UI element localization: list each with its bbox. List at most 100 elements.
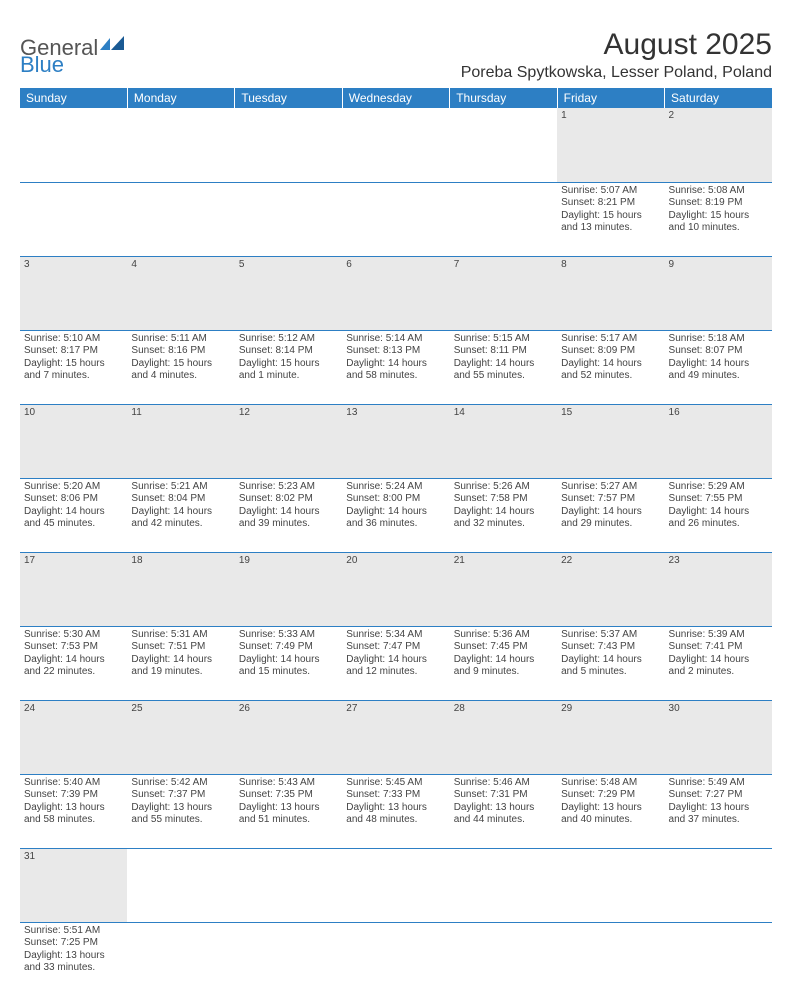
day-number: 7: [450, 256, 557, 330]
cell-line: Sunrise: 5:49 AM: [669, 777, 768, 790]
day-number: [20, 108, 127, 182]
cell-line: Daylight: 14 hours: [131, 654, 230, 667]
day-cell: [20, 182, 127, 256]
cell-line: and 52 minutes.: [561, 370, 660, 383]
day-cell: Sunrise: 5:49 AMSunset: 7:27 PMDaylight:…: [665, 774, 772, 848]
cell-line: and 44 minutes.: [454, 814, 553, 827]
cell-line: Sunrise: 5:18 AM: [669, 333, 768, 346]
cell-line: and 13 minutes.: [561, 222, 660, 235]
cell-line: Sunset: 8:06 PM: [24, 493, 123, 506]
day-cell: Sunrise: 5:21 AMSunset: 8:04 PMDaylight:…: [127, 478, 234, 552]
cell-line: Sunrise: 5:27 AM: [561, 481, 660, 494]
cell-line: Daylight: 13 hours: [454, 802, 553, 815]
cell-line: and 40 minutes.: [561, 814, 660, 827]
day-number: 24: [20, 700, 127, 774]
cell-line: and 42 minutes.: [131, 518, 230, 531]
day-cell: Sunrise: 5:31 AMSunset: 7:51 PMDaylight:…: [127, 626, 234, 700]
cell-line: and 9 minutes.: [454, 666, 553, 679]
day-number: 28: [450, 700, 557, 774]
day-header: Friday: [557, 88, 664, 108]
cell-line: Sunset: 8:00 PM: [346, 493, 445, 506]
cell-line: and 36 minutes.: [346, 518, 445, 531]
day-number: [342, 848, 449, 922]
cell-line: and 4 minutes.: [131, 370, 230, 383]
cell-line: Daylight: 14 hours: [669, 358, 768, 371]
day-number: 15: [557, 404, 664, 478]
cell-line: Sunset: 8:21 PM: [561, 197, 660, 210]
cell-line: Sunrise: 5:14 AM: [346, 333, 445, 346]
cell-line: Daylight: 15 hours: [561, 210, 660, 223]
cell-line: Daylight: 13 hours: [561, 802, 660, 815]
cell-line: Sunrise: 5:26 AM: [454, 481, 553, 494]
cell-line: Daylight: 14 hours: [454, 506, 553, 519]
cell-line: Sunset: 8:04 PM: [131, 493, 230, 506]
day-cell: Sunrise: 5:11 AMSunset: 8:16 PMDaylight:…: [127, 330, 234, 404]
day-cell: Sunrise: 5:43 AMSunset: 7:35 PMDaylight:…: [235, 774, 342, 848]
cell-line: Sunrise: 5:42 AM: [131, 777, 230, 790]
day-number: 27: [342, 700, 449, 774]
cell-line: Sunrise: 5:45 AM: [346, 777, 445, 790]
day-number: [557, 848, 664, 922]
cell-line: Sunset: 7:47 PM: [346, 641, 445, 654]
day-cell: Sunrise: 5:14 AMSunset: 8:13 PMDaylight:…: [342, 330, 449, 404]
day-number: [127, 108, 234, 182]
cell-line: Sunrise: 5:43 AM: [239, 777, 338, 790]
cell-line: Sunset: 7:35 PM: [239, 789, 338, 802]
day-cell: Sunrise: 5:12 AMSunset: 8:14 PMDaylight:…: [235, 330, 342, 404]
cell-line: Sunset: 7:29 PM: [561, 789, 660, 802]
cell-line: Daylight: 14 hours: [454, 358, 553, 371]
cell-line: Sunrise: 5:29 AM: [669, 481, 768, 494]
day-number: [450, 108, 557, 182]
day-number: 8: [557, 256, 664, 330]
cell-line: Sunrise: 5:24 AM: [346, 481, 445, 494]
cell-line: Sunrise: 5:23 AM: [239, 481, 338, 494]
cell-line: and 48 minutes.: [346, 814, 445, 827]
day-cell: Sunrise: 5:39 AMSunset: 7:41 PMDaylight:…: [665, 626, 772, 700]
cell-line: Sunset: 7:51 PM: [131, 641, 230, 654]
cell-line: Daylight: 13 hours: [669, 802, 768, 815]
cell-line: Sunset: 8:11 PM: [454, 345, 553, 358]
day-cell: Sunrise: 5:23 AMSunset: 8:02 PMDaylight:…: [235, 478, 342, 552]
day-number: 31: [20, 848, 127, 922]
cell-line: Daylight: 14 hours: [669, 506, 768, 519]
cell-line: Sunset: 7:57 PM: [561, 493, 660, 506]
day-header: Saturday: [665, 88, 772, 108]
day-number: 21: [450, 552, 557, 626]
cell-line: Sunset: 8:07 PM: [669, 345, 768, 358]
day-cell: Sunrise: 5:17 AMSunset: 8:09 PMDaylight:…: [557, 330, 664, 404]
day-cell: Sunrise: 5:37 AMSunset: 7:43 PMDaylight:…: [557, 626, 664, 700]
day-cell: [235, 182, 342, 256]
day-cell: [342, 922, 449, 996]
day-cell: Sunrise: 5:15 AMSunset: 8:11 PMDaylight:…: [450, 330, 557, 404]
cell-line: Daylight: 13 hours: [239, 802, 338, 815]
day-cell: Sunrise: 5:33 AMSunset: 7:49 PMDaylight:…: [235, 626, 342, 700]
cell-line: Daylight: 14 hours: [24, 654, 123, 667]
day-cell: Sunrise: 5:51 AMSunset: 7:25 PMDaylight:…: [20, 922, 127, 996]
day-number: [450, 848, 557, 922]
day-number: 19: [235, 552, 342, 626]
day-number: 14: [450, 404, 557, 478]
day-cell: Sunrise: 5:27 AMSunset: 7:57 PMDaylight:…: [557, 478, 664, 552]
cell-line: Daylight: 15 hours: [131, 358, 230, 371]
day-number: 9: [665, 256, 772, 330]
cell-line: Daylight: 14 hours: [346, 654, 445, 667]
calendar-head: SundayMondayTuesdayWednesdayThursdayFrid…: [20, 88, 772, 108]
cell-line: Sunset: 8:02 PM: [239, 493, 338, 506]
day-number: 30: [665, 700, 772, 774]
cell-line: Sunset: 7:43 PM: [561, 641, 660, 654]
cell-line: and 45 minutes.: [24, 518, 123, 531]
cell-line: Sunrise: 5:34 AM: [346, 629, 445, 642]
cell-line: Sunrise: 5:33 AM: [239, 629, 338, 642]
cell-line: Sunset: 7:31 PM: [454, 789, 553, 802]
day-header: Tuesday: [235, 88, 342, 108]
day-header: Wednesday: [342, 88, 449, 108]
cell-line: Daylight: 14 hours: [239, 506, 338, 519]
cell-line: Daylight: 14 hours: [561, 506, 660, 519]
cell-line: Daylight: 13 hours: [24, 950, 123, 963]
cell-line: Sunset: 7:55 PM: [669, 493, 768, 506]
cell-line: and 29 minutes.: [561, 518, 660, 531]
day-header: Monday: [127, 88, 234, 108]
cell-line: Sunset: 7:39 PM: [24, 789, 123, 802]
cell-line: and 32 minutes.: [454, 518, 553, 531]
cell-line: Sunrise: 5:37 AM: [561, 629, 660, 642]
